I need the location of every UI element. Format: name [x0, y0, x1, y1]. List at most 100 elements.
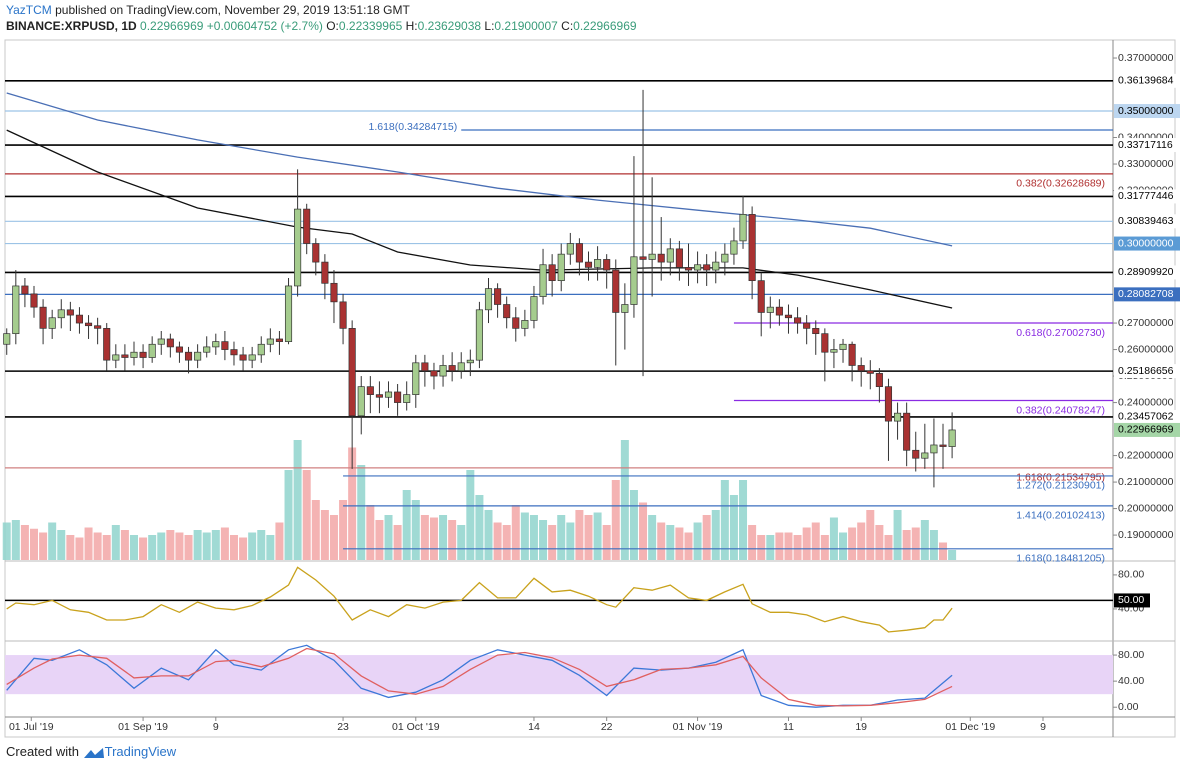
candle-body: [357, 386, 365, 417]
candle-body: [866, 370, 874, 374]
volume-bar: [557, 515, 566, 560]
volume-bar: [602, 525, 611, 560]
volume-bar: [875, 525, 884, 560]
candle-body: [784, 314, 793, 319]
candle-body: [912, 449, 920, 459]
candle-body: [539, 264, 547, 297]
volume-bar: [366, 505, 375, 560]
volume-bar: [448, 520, 457, 560]
candle-body: [666, 248, 674, 263]
volume-bar: [566, 522, 575, 560]
candle-body: [630, 256, 638, 305]
last-price: 0.22966969: [140, 19, 204, 33]
symbol-line: BINANCE:XRPUSD, 1D 0.22966969 +0.0060475…: [6, 19, 637, 33]
volume-bar: [939, 542, 948, 560]
volume-bar: [75, 537, 84, 560]
level-note: 0.382(0.24078247): [1016, 404, 1105, 416]
author[interactable]: YazTCM: [6, 3, 52, 17]
volume-bar: [393, 525, 402, 560]
volume-bar: [911, 527, 920, 560]
candle-body: [503, 304, 511, 319]
x-tick-label: 23: [337, 721, 349, 733]
candle-body: [439, 365, 447, 377]
ohlc-label: H:: [405, 19, 418, 33]
level-label: 0.23457062: [1118, 411, 1174, 423]
candle-body: [803, 322, 811, 329]
candle-body: [312, 243, 320, 263]
volume-bar: [775, 532, 784, 560]
volume-bar: [166, 530, 175, 560]
x-tick-label: 9: [213, 721, 219, 733]
y-tick-label: 0.19000000: [1118, 529, 1174, 541]
volume-bar: [693, 522, 702, 560]
candle-body: [339, 301, 347, 329]
volume-bar: [639, 502, 648, 560]
volume-bar: [493, 522, 502, 560]
brand[interactable]: TradingView: [104, 744, 177, 759]
candle-body: [457, 362, 465, 372]
footer-text: Created with: [6, 744, 79, 759]
volume-bar: [39, 532, 48, 560]
level-label: 0.35000000: [1118, 105, 1174, 117]
volume-bar: [839, 532, 848, 560]
x-tick-label: 11: [783, 721, 794, 733]
candle-body: [575, 243, 583, 263]
volume-bar: [84, 527, 93, 560]
volume-bar: [339, 500, 348, 560]
volume-bar: [193, 530, 202, 560]
candle-body: [648, 253, 656, 260]
volume-bar: [202, 532, 211, 560]
volume-bar: [311, 500, 320, 560]
candle-body: [130, 351, 138, 358]
candle-body: [303, 208, 311, 244]
x-tick-label: 01 Nov '19: [673, 721, 723, 733]
level-badge: [1114, 214, 1180, 229]
reference-badge: [1114, 593, 1150, 608]
candle-body: [266, 338, 274, 345]
y-tick-label: 0.20000000: [1118, 502, 1174, 514]
y-tick-label: 0.27000000: [1118, 317, 1174, 329]
volume-bar: [11, 520, 20, 560]
volume-bar: [111, 525, 120, 560]
level-badge: [1114, 236, 1180, 251]
volume-bar: [175, 532, 184, 560]
candle-body: [221, 341, 229, 350]
line-series: [6, 644, 953, 708]
volume-bar: [684, 532, 693, 560]
volume-bar: [129, 535, 138, 560]
volume-bar: [102, 535, 111, 560]
candle-body: [484, 288, 493, 311]
volume-bar: [629, 490, 638, 560]
volume-bar: [893, 510, 902, 560]
candle-body: [103, 328, 111, 361]
y-tick-label: 80.00: [1118, 649, 1144, 661]
candle-body: [821, 333, 829, 353]
volume-bar: [66, 535, 75, 560]
candle-body: [112, 354, 120, 361]
level-note: 1.618(0.18481205): [1016, 553, 1105, 565]
volume-bar: [457, 525, 466, 560]
candle-body: [12, 285, 20, 335]
candle-body: [921, 452, 929, 459]
volume-bar: [284, 470, 293, 560]
ohlc-value: 0.23629038: [417, 19, 482, 33]
line-series: [6, 566, 953, 633]
volume-bar: [702, 515, 711, 560]
level-badge: [1114, 138, 1180, 153]
candle-body: [494, 288, 502, 305]
candle-body: [66, 309, 74, 316]
candle-body: [148, 343, 156, 358]
volume-bar: [329, 515, 338, 560]
volume-bar: [411, 500, 420, 560]
level-note: 1.618(0.21534795): [1016, 472, 1105, 484]
candle-body: [48, 317, 56, 329]
candle-body: [121, 354, 129, 358]
level-badge: [1114, 73, 1180, 88]
level-label: 0.25186656: [1118, 365, 1174, 377]
candle-body: [366, 386, 374, 395]
level-note: 0.382(0.32628689): [1016, 178, 1105, 190]
volume-bar: [293, 440, 302, 560]
volume-bar: [139, 537, 148, 560]
candle-body: [694, 264, 702, 271]
candle-body: [939, 444, 947, 447]
